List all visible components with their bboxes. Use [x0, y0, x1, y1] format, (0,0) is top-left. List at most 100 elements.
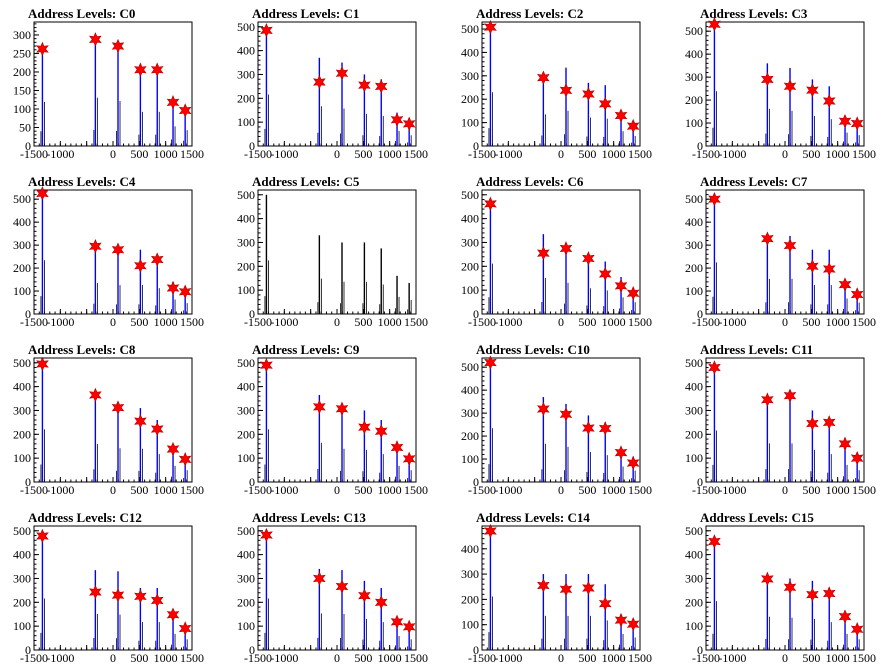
- peak-marker: [36, 356, 49, 372]
- x-tick-label: 1000: [378, 315, 402, 329]
- histogram-plot: 0 100 200 300 400 500 -1500-1000 0 500 1000 1500: [237, 524, 428, 665]
- peak-marker: [708, 360, 721, 375]
- panel-title: Address Levels: C2: [476, 6, 584, 21]
- y-tick-label: 0: [473, 139, 479, 153]
- y-tick-label: 100: [13, 102, 31, 116]
- y-tick-label: 300: [461, 69, 479, 83]
- histogram-plot: 0 100 200 300 400 500 -1500-1000 0 500 1000 1500: [13, 524, 204, 665]
- x-tick-label: 1000: [154, 483, 178, 497]
- x-tick-label: 500: [130, 651, 148, 665]
- x-tick-label: 1000: [826, 483, 850, 497]
- y-tick-label: 300: [685, 70, 703, 84]
- y-tick-label: 100: [461, 452, 479, 466]
- x-tick-label: 500: [578, 147, 596, 161]
- x-tick-label: 1000: [826, 147, 850, 161]
- y-tick-label: 300: [237, 67, 255, 81]
- x-tick-label: 0: [110, 315, 116, 329]
- peak-marker: [134, 589, 147, 604]
- x-tick-label: 1500: [404, 315, 428, 329]
- histogram-panel: Address Levels: C4 0 100 200 300 400 500 -1500-…: [0, 168, 224, 336]
- y-tick-label: 500: [685, 24, 703, 38]
- y-tick-label: 0: [249, 475, 255, 489]
- peak-marker: [374, 595, 388, 610]
- peak-marker: [559, 241, 573, 256]
- histogram-plot: 0 100 200 300 400 500 -1500-1000 0 500 1000 1500: [685, 356, 876, 497]
- peak-marker: [150, 252, 164, 267]
- peak-marker: [850, 450, 864, 466]
- y-tick-label: 300: [461, 567, 479, 581]
- panel-title: Address Levels: C1: [252, 6, 360, 21]
- y-tick-label: 300: [237, 403, 255, 417]
- y-tick-label: 300: [237, 571, 255, 585]
- x-tick-label: 1000: [602, 651, 626, 665]
- plot-frame: [481, 21, 641, 147]
- plot-frame: [33, 525, 193, 651]
- y-tick-label: 500: [685, 524, 703, 538]
- histogram-panel: Address Levels: C11 0 100 200 300 400 500 -1500…: [672, 336, 896, 504]
- panel-title: Address Levels: C9: [252, 342, 360, 357]
- peak-marker: [761, 571, 774, 587]
- y-tick-label: 200: [685, 595, 703, 609]
- peak-marker: [626, 455, 640, 471]
- peak-marker: [626, 286, 640, 301]
- y-tick-label: 200: [461, 429, 479, 443]
- x-tick-label: -1000: [46, 651, 74, 665]
- y-tick-label: 500: [237, 188, 255, 202]
- plot-frame: [481, 189, 641, 315]
- y-tick-label: 50: [19, 120, 31, 134]
- x-tick-label: 1000: [154, 651, 178, 665]
- y-tick-label: 100: [237, 115, 255, 129]
- histogram-plot: 0 100 200 300 400 500 -1500-1000 0 500 1000 1500: [461, 19, 652, 161]
- peak-marker: [402, 451, 416, 467]
- peak-marker: [559, 407, 573, 422]
- peak-marker: [166, 280, 180, 296]
- x-tick-label: 1000: [378, 147, 402, 161]
- peak-marker: [178, 452, 192, 467]
- x-tick-label: 1500: [404, 147, 428, 161]
- histogram-panel: Address Levels: C10 0 100 200 300 400 500 -1500…: [448, 336, 672, 504]
- y-tick-label: 400: [237, 44, 255, 58]
- histogram-panel: Address Levels: C7 0 100 200 300 400 500 -1500-…: [672, 168, 896, 336]
- plot-frame: [705, 189, 865, 315]
- peak-marker: [36, 41, 49, 57]
- y-tick-label: 500: [461, 188, 479, 202]
- y-tick-label: 400: [685, 47, 703, 61]
- y-tick-label: 300: [461, 235, 479, 249]
- y-tick-label: 200: [237, 91, 255, 105]
- x-tick-label: 0: [782, 483, 788, 497]
- x-tick-label: 1500: [180, 483, 204, 497]
- peak-marker: [806, 416, 819, 431]
- x-tick-label: 0: [110, 483, 116, 497]
- x-tick-label: 1000: [378, 651, 402, 665]
- peak-marker: [89, 32, 102, 47]
- histogram-plot: 0 100 200 300 400 500 -1500-1000 0 500 1000 1500: [237, 20, 428, 161]
- histogram-plot: 0 100 200 300 400 500 -1500-1000 0 500 1000 1500: [461, 188, 652, 329]
- x-tick-label: -1000: [270, 483, 298, 497]
- x-tick-label: -1000: [718, 315, 746, 329]
- peak-marker: [783, 388, 797, 403]
- x-tick-label: -1500: [468, 483, 496, 497]
- y-tick-label: 300: [13, 238, 31, 252]
- peak-marker: [806, 82, 819, 98]
- y-tick-label: 200: [461, 592, 479, 606]
- peak-marker: [166, 607, 180, 622]
- peak-marker: [150, 593, 164, 608]
- peak-marker: [838, 277, 852, 292]
- y-tick-label: 0: [25, 139, 31, 153]
- peak-marker: [537, 578, 550, 593]
- plot-frame: [481, 357, 641, 483]
- panel-title: Address Levels: C7: [700, 174, 808, 189]
- x-tick-label: -1000: [270, 315, 298, 329]
- histogram-plot: 0 100 200 300 400 500 -1500-1000 0 500 1000 1500: [237, 356, 428, 497]
- peak-marker: [402, 116, 416, 132]
- y-tick-label: 200: [237, 259, 255, 273]
- y-tick-label: 400: [13, 380, 31, 394]
- peak-marker: [598, 266, 612, 282]
- x-tick-label: 500: [130, 315, 148, 329]
- y-tick-label: 200: [13, 427, 31, 441]
- peak-marker: [582, 580, 595, 596]
- y-tick-label: 400: [237, 212, 255, 226]
- panel-title: Address Levels: C5: [252, 174, 360, 189]
- x-tick-label: 0: [334, 147, 340, 161]
- peak-marker: [537, 70, 550, 85]
